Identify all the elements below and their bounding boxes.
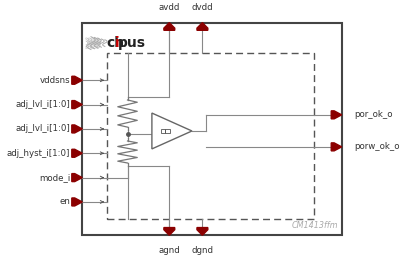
Text: i: i xyxy=(115,36,119,50)
Text: en: en xyxy=(59,197,70,206)
Text: adj_lvl_i[1:0]: adj_lvl_i[1:0] xyxy=(15,100,70,109)
Polygon shape xyxy=(152,113,192,149)
Polygon shape xyxy=(331,111,342,119)
Text: pus: pus xyxy=(118,36,146,50)
Text: porw_ok_o: porw_ok_o xyxy=(354,142,399,151)
Text: CM1413ffm: CM1413ffm xyxy=(292,220,338,229)
Polygon shape xyxy=(164,23,175,30)
Polygon shape xyxy=(72,76,82,84)
Bar xyxy=(82,23,342,235)
Polygon shape xyxy=(331,143,342,151)
Polygon shape xyxy=(72,198,82,206)
Polygon shape xyxy=(197,23,208,30)
Text: dvdd: dvdd xyxy=(192,3,213,12)
Polygon shape xyxy=(197,228,208,235)
Bar xyxy=(107,53,314,219)
Polygon shape xyxy=(72,100,82,109)
Text: ch: ch xyxy=(107,36,125,50)
Text: adj_lvl_i[1:0]: adj_lvl_i[1:0] xyxy=(15,124,70,133)
Polygon shape xyxy=(72,149,82,157)
Text: agnd: agnd xyxy=(158,246,180,255)
Text: mode_i: mode_i xyxy=(39,173,70,182)
Text: vddsns: vddsns xyxy=(39,76,70,85)
Text: por_ok_o: por_ok_o xyxy=(354,110,392,119)
Text: avdd: avdd xyxy=(159,3,180,12)
Text: dgnd: dgnd xyxy=(191,246,213,255)
Text: adj_hyst_i[1:0]: adj_hyst_i[1:0] xyxy=(7,149,70,158)
Polygon shape xyxy=(72,125,82,133)
Bar xyxy=(166,130,170,133)
Polygon shape xyxy=(72,174,82,182)
Polygon shape xyxy=(164,228,175,235)
Bar xyxy=(161,130,166,133)
